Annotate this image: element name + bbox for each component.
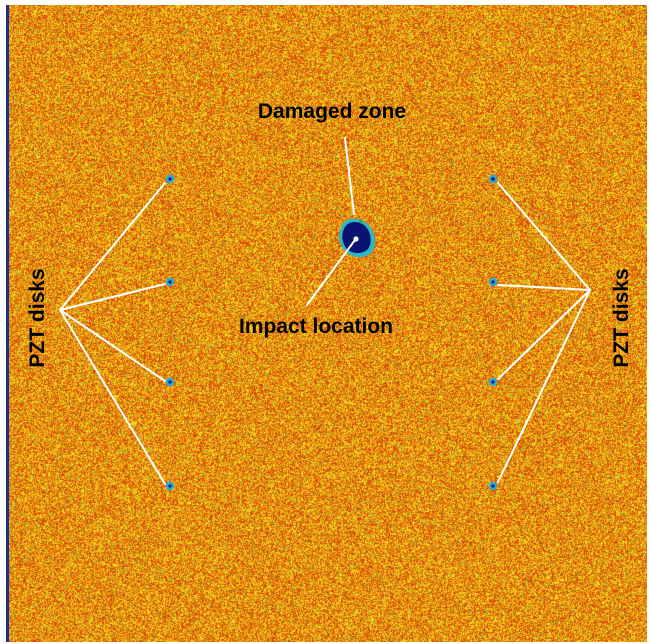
leader-line-right-4 bbox=[497, 289, 591, 483]
pzt-sensor-right-4 bbox=[488, 481, 498, 491]
leader-line-impact-location bbox=[306, 239, 356, 306]
pzt-sensor-right-2 bbox=[488, 277, 498, 287]
pzt-sensor-left-4 bbox=[165, 481, 175, 491]
damaged-zone-label: Damaged zone bbox=[258, 100, 406, 123]
pzt-sensor-right-1 bbox=[488, 174, 498, 184]
leader-line-damaged-zone bbox=[344, 137, 355, 215]
pzt-sensor-left-2 bbox=[165, 277, 175, 287]
pzt-sensor-left-1 bbox=[165, 174, 175, 184]
pzt-disks-label-right: PZT disks bbox=[610, 268, 633, 367]
pzt-sensor-left-3 bbox=[165, 377, 175, 387]
pzt-disks-label-left: PZT disks bbox=[26, 268, 49, 367]
leader-lines bbox=[59, 137, 591, 485]
leader-line-right-2 bbox=[497, 284, 591, 291]
leader-line-left-3 bbox=[59, 309, 166, 382]
pzt-sensor-right-3 bbox=[488, 377, 498, 387]
impact-location-label: Impact location bbox=[239, 315, 393, 338]
leader-line-right-1 bbox=[497, 182, 591, 291]
leader-line-left-4 bbox=[59, 309, 166, 485]
leader-line-left-1 bbox=[59, 182, 166, 311]
scan-left-border bbox=[6, 5, 9, 642]
cscan-texture bbox=[6, 5, 647, 642]
leader-line-left-2 bbox=[59, 283, 166, 311]
leader-line-right-3 bbox=[497, 289, 591, 380]
